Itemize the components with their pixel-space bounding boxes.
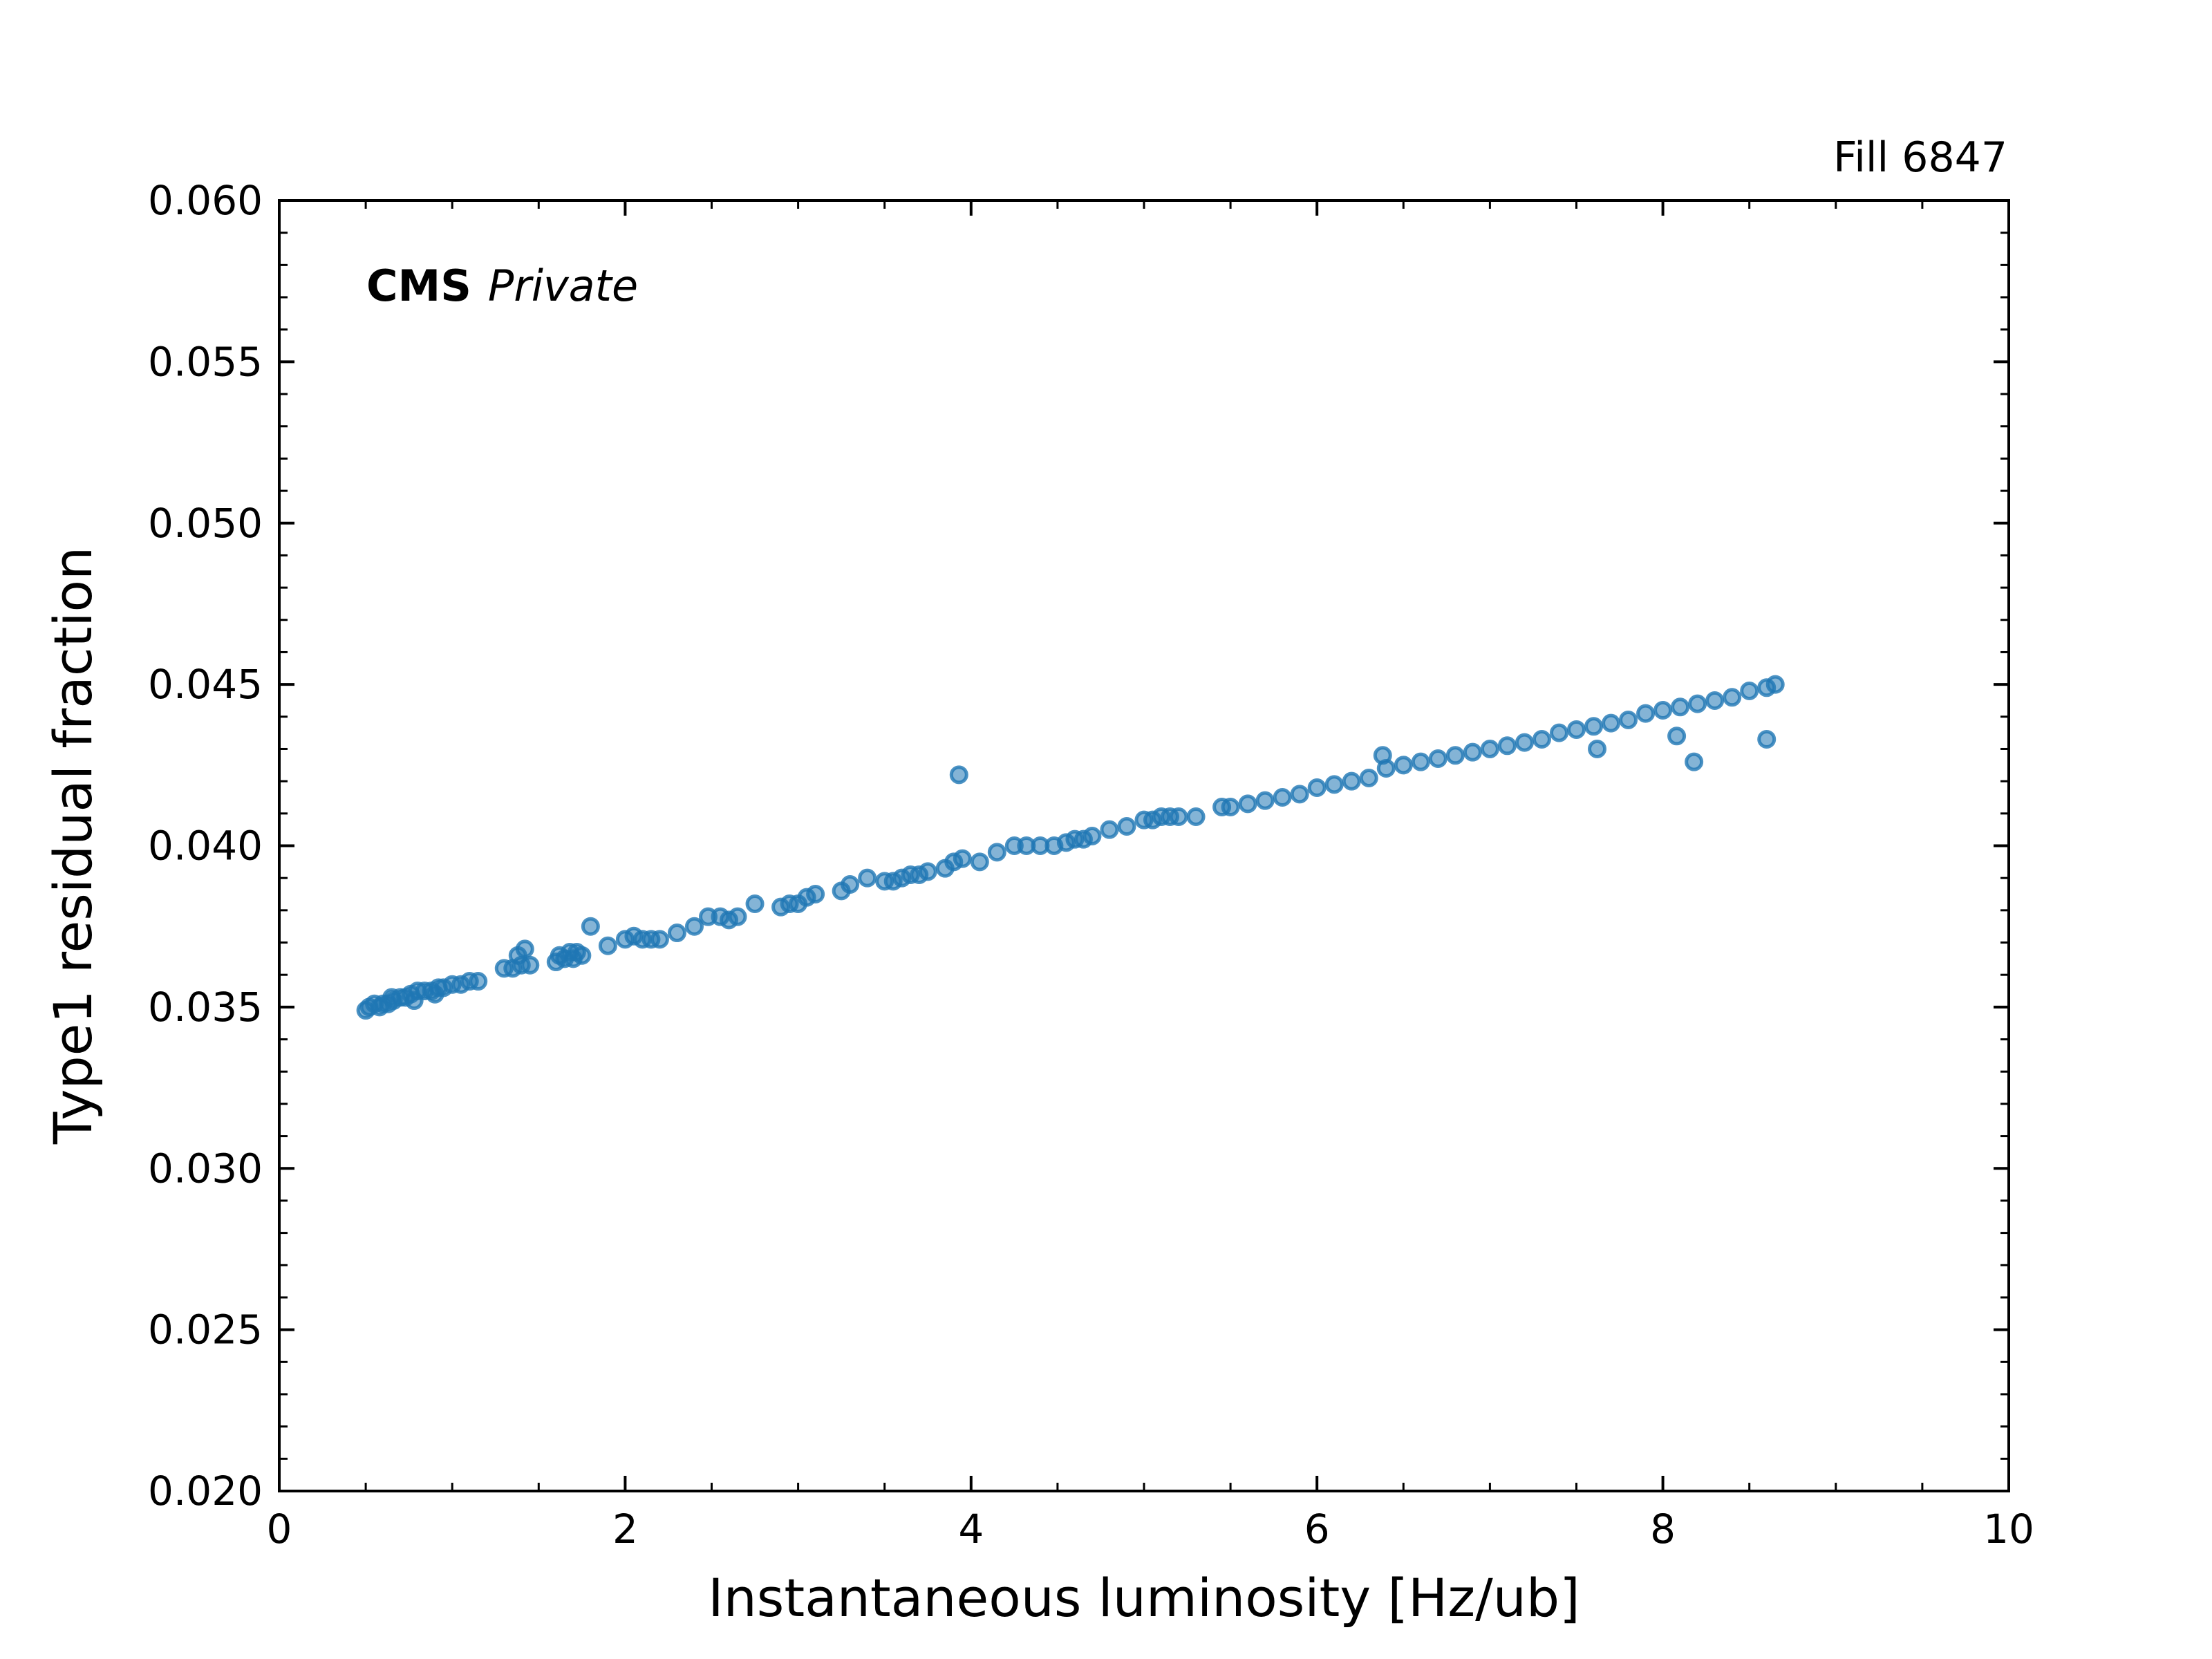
- data-point: [1342, 771, 1361, 791]
- data-point: [425, 984, 444, 1004]
- x-axis-label: Instantaneous luminosity [Hz/ub]: [708, 1567, 1580, 1629]
- data-point: [1515, 733, 1534, 752]
- data-point: [1117, 816, 1136, 836]
- data-point: [1688, 694, 1707, 713]
- data-point: [650, 930, 669, 949]
- y-tick-label: 0.055: [148, 338, 263, 385]
- tick-labels: 0 2 4 6 8 10 0.020 0.025 0.030 0.035 0.040 0.045 0.0…: [148, 177, 2034, 1553]
- data-point: [1169, 807, 1188, 826]
- y-tick-label: 0.020: [148, 1468, 263, 1515]
- data-point: [1445, 746, 1465, 765]
- data-point: [1221, 797, 1240, 816]
- data-point: [1100, 820, 1119, 839]
- data-point: [404, 991, 424, 1011]
- fill-label: Fill 6847: [1833, 133, 2007, 182]
- data-point: [1588, 739, 1607, 758]
- data-point: [1653, 700, 1673, 720]
- data-point: [1359, 768, 1378, 787]
- data-point: [953, 849, 972, 868]
- data-point: [1584, 717, 1604, 736]
- x-tick-label: 4: [958, 1506, 984, 1553]
- data-point: [469, 972, 488, 991]
- data-point: [1307, 778, 1327, 797]
- data-point: [521, 955, 540, 975]
- data-point: [1290, 785, 1309, 804]
- y-tick-label: 0.050: [148, 500, 263, 547]
- data-point: [1324, 775, 1344, 794]
- plot-frame: [278, 199, 2010, 1492]
- data-point: [1636, 704, 1656, 723]
- data-point: [1186, 807, 1206, 826]
- data-point: [918, 862, 937, 881]
- x-tick-label: 2: [612, 1506, 638, 1553]
- x-tick-label: 8: [1650, 1506, 1676, 1553]
- brand-italic: Private: [488, 261, 638, 311]
- data-point: [1255, 791, 1275, 810]
- y-tick-label: 0.025: [148, 1306, 263, 1353]
- data-point: [1373, 746, 1392, 765]
- axis-ticks: [278, 199, 2010, 1492]
- x-tick-label: 0: [267, 1506, 292, 1553]
- data-point: [1705, 691, 1725, 710]
- data-point: [598, 936, 617, 955]
- data-point: [684, 917, 704, 936]
- data-point: [581, 917, 600, 936]
- data-point: [806, 885, 825, 904]
- data-point: [1394, 756, 1413, 775]
- data-point: [1463, 742, 1482, 762]
- data-point: [1765, 675, 1785, 694]
- scatter-points: [356, 675, 1785, 1020]
- data-point: [667, 924, 686, 943]
- data-point: [1602, 713, 1621, 733]
- data-point: [1480, 739, 1499, 758]
- data-point: [1740, 681, 1759, 700]
- brand-label: CMS Private: [366, 261, 638, 311]
- y-axis-label: Type1 residual fraction: [42, 547, 104, 1145]
- data-point: [1428, 749, 1447, 768]
- data-point: [1238, 794, 1257, 814]
- y-tick-label: 0.035: [148, 984, 263, 1031]
- data-point: [1532, 729, 1551, 749]
- data-point: [1685, 752, 1704, 771]
- data-point: [1667, 727, 1687, 746]
- data-point: [1549, 723, 1568, 742]
- data-point: [987, 843, 1006, 862]
- data-point: [841, 875, 860, 894]
- x-tick-label: 6: [1304, 1506, 1330, 1553]
- x-tick-label: 10: [1983, 1506, 2034, 1553]
- data-point: [382, 988, 402, 1007]
- y-tick-label: 0.060: [148, 177, 263, 224]
- data-point: [1273, 787, 1292, 807]
- y-tick-label: 0.040: [148, 823, 263, 870]
- data-point: [728, 907, 747, 926]
- data-point: [1567, 720, 1586, 739]
- data-point: [745, 894, 765, 914]
- brand-bold: CMS: [366, 261, 471, 311]
- data-point: [1411, 752, 1430, 771]
- data-point: [858, 868, 877, 888]
- data-point: [1082, 826, 1102, 845]
- data-point: [567, 943, 586, 962]
- data-point: [970, 852, 989, 872]
- data-point: [515, 939, 534, 959]
- y-tick-label: 0.030: [148, 1145, 263, 1192]
- data-point: [1723, 688, 1742, 707]
- data-point: [1671, 697, 1690, 717]
- data-point: [1757, 729, 1777, 749]
- data-point: [949, 765, 968, 785]
- data-point: [1619, 710, 1638, 729]
- data-point: [1497, 736, 1517, 756]
- y-tick-label: 0.045: [148, 661, 263, 708]
